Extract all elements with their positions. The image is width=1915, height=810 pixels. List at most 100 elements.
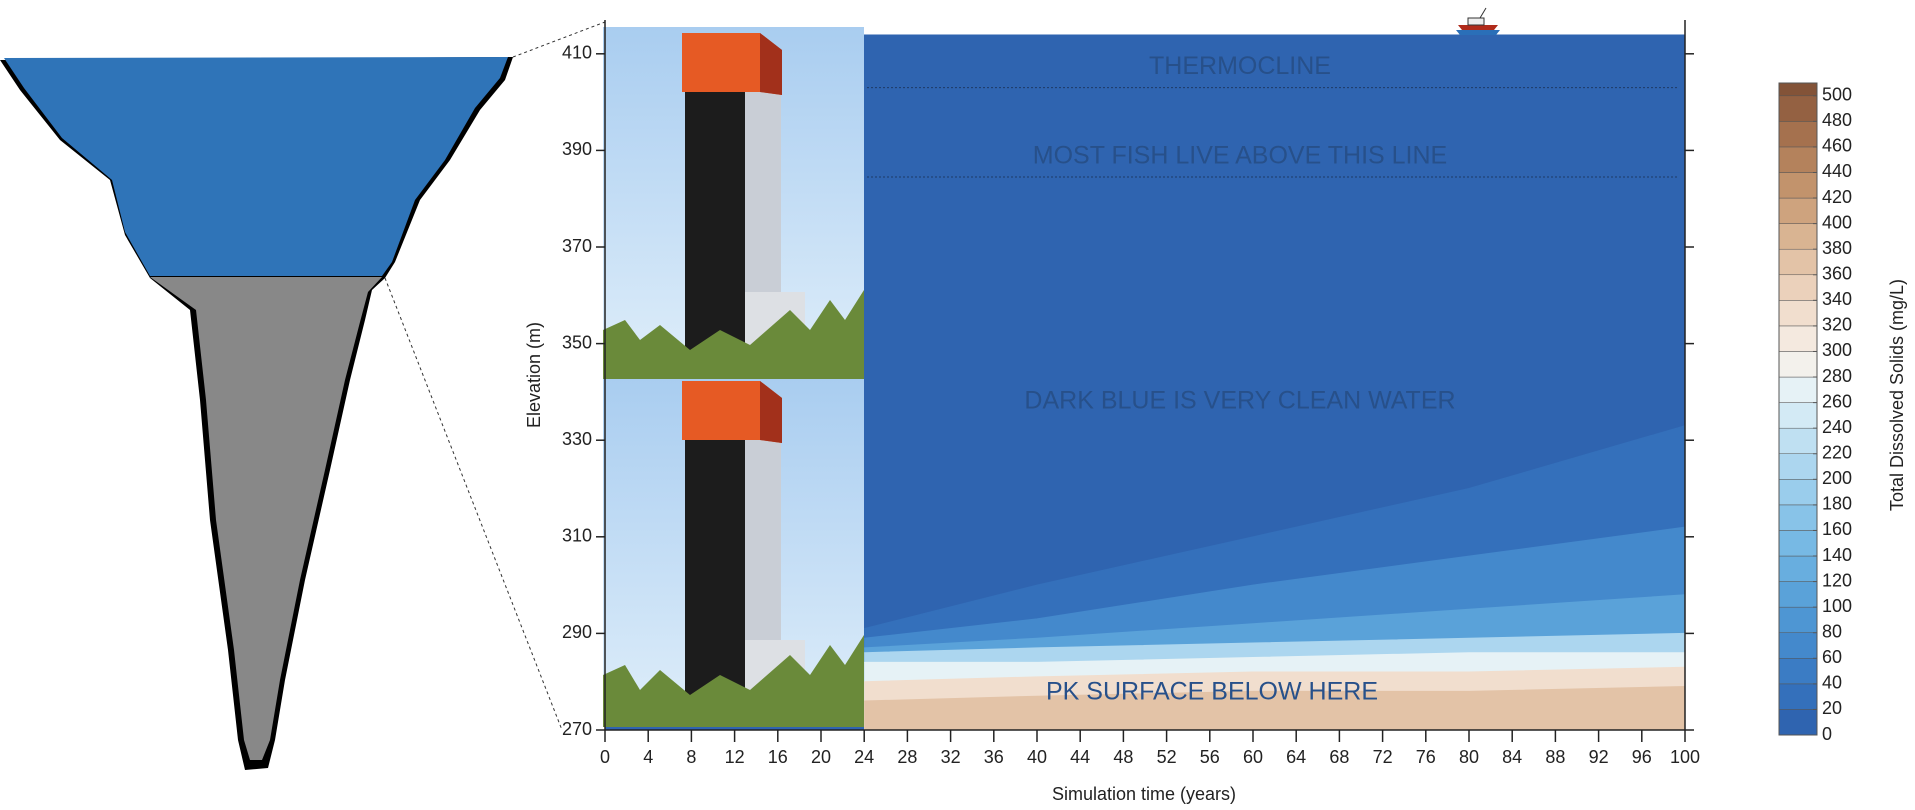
colorbar-label: Total Dissolved Solids (mg/L) [1887,279,1907,511]
x-tick-label: 4 [643,747,653,767]
colorbar-bin [1778,197,1818,224]
x-tick-label: 40 [1027,747,1047,767]
colorbar-tick-label: 400 [1822,212,1852,232]
colorbar-bin [1778,427,1818,454]
pit-water [4,57,508,276]
colorbar-tick-label: 0 [1822,724,1832,744]
colorbar-tick-label: 360 [1822,264,1852,284]
y-tick-label: 350 [562,332,592,352]
colorbar-tick-label: 20 [1822,698,1842,718]
colorbar-tick-label: 200 [1822,468,1852,488]
x-tick-label: 12 [725,747,745,767]
colorbar-tick-label: 500 [1822,85,1852,105]
colorbar-bin [1778,453,1818,480]
contour-line [864,526,1686,639]
contour-line [864,652,1685,663]
x-tick-label: 32 [941,747,961,767]
colorbar-tick-label: 100 [1822,596,1852,616]
colorbar-tick-label: 260 [1822,391,1852,411]
x-tick-label: 56 [1200,747,1220,767]
x-tick-label: 24 [854,747,874,767]
colorbar-bin [1778,683,1818,710]
colorbar-bin [1778,300,1818,327]
contour-line [864,666,1686,683]
y-tick-label: 330 [562,429,592,449]
x-tick-label: 80 [1459,747,1479,767]
contour-line [864,425,1686,630]
x-tick-label: 28 [897,747,917,767]
colorbar-tick-label: 60 [1822,647,1842,667]
colorbar-bin [1778,632,1818,659]
colorbar-tick-label: 460 [1822,136,1852,156]
zoom-line [384,277,563,731]
x-tick-label: 72 [1373,747,1393,767]
x-tick-label: 16 [768,747,788,767]
colorbar-bin [1778,121,1818,148]
colorbar-bin [1778,172,1818,199]
y-tick-label: 310 [562,526,592,546]
x-tick-label: 36 [984,747,1004,767]
colorbar-tick-label: 380 [1822,238,1852,258]
y-tick-label: 370 [562,236,592,256]
annotation: PK SURFACE BELOW HERE [1046,678,1378,706]
x-tick-label: 0 [600,747,610,767]
x-tick-label: 68 [1329,747,1349,767]
colorbar-tick-label: 120 [1822,570,1852,590]
colorbar-tick-label: 420 [1822,187,1852,207]
x-tick-label: 96 [1632,747,1652,767]
colorbar-tick-label: 320 [1822,315,1852,335]
x-tick-label: 44 [1070,747,1090,767]
x-tick-label: 60 [1243,747,1263,767]
colorbar-tick-label: 220 [1822,442,1852,462]
contour-line [864,632,1686,654]
colorbar-bin [1778,555,1818,582]
colorbar-bin [1778,606,1818,633]
colorbar-tick-label: 340 [1822,289,1852,309]
colorbar-frame [1778,82,1818,736]
colorbar-bin [1778,402,1818,429]
photo [603,27,864,379]
annotation: THERMOCLINE [1149,52,1331,80]
x-tick-label: 100 [1670,747,1700,767]
y-tick-label: 270 [562,719,592,739]
contour-line [864,594,1686,649]
x-tick-label: 52 [1157,747,1177,767]
x-tick-label: 76 [1416,747,1436,767]
x-axis-label: Simulation time (years) [1052,784,1236,804]
colorbar-tick-label: 180 [1822,494,1852,514]
colorbar-tick-label: 140 [1822,545,1852,565]
colorbar-bin [1778,274,1818,301]
x-tick-label: 20 [811,747,831,767]
pit-kimberlite [150,277,382,760]
colorbar-bin [1778,82,1818,97]
x-tick-label: 64 [1286,747,1306,767]
colorbar-bin [1778,95,1818,122]
colorbar-bin [1778,479,1818,506]
x-tick-label: 8 [686,747,696,767]
colorbar-bin [1778,504,1818,531]
colorbar-tick-label: 240 [1822,417,1852,437]
colorbar-tick-label: 480 [1822,110,1852,130]
colorbar-bin [1778,248,1818,276]
colorbar-bin [1778,223,1818,250]
colorbar-bin [1778,658,1818,685]
pit-diagram [0,21,606,770]
x-tick-label: 48 [1113,747,1133,767]
y-tick-label: 290 [562,622,592,642]
colorbar-tick-label: 160 [1822,519,1852,539]
boat-icon [1456,7,1500,35]
x-tick-label: 84 [1502,747,1522,767]
x-tick-label: 92 [1589,747,1609,767]
y-tick-label: 410 [562,43,592,63]
colorbar-tick-label: 440 [1822,161,1852,181]
contour-line [864,686,1686,702]
colorbar-tick-label: 300 [1822,340,1852,360]
colorbar-bin [1778,530,1818,557]
colorbar-tick-label: 80 [1822,621,1842,641]
zoom-line [512,21,606,58]
contour-fill [864,686,1685,730]
colorbar-tick-label: 280 [1822,366,1852,386]
annotation: DARK BLUE IS VERY CLEAN WATER [1024,387,1455,415]
colorbar-bin [1778,325,1818,352]
